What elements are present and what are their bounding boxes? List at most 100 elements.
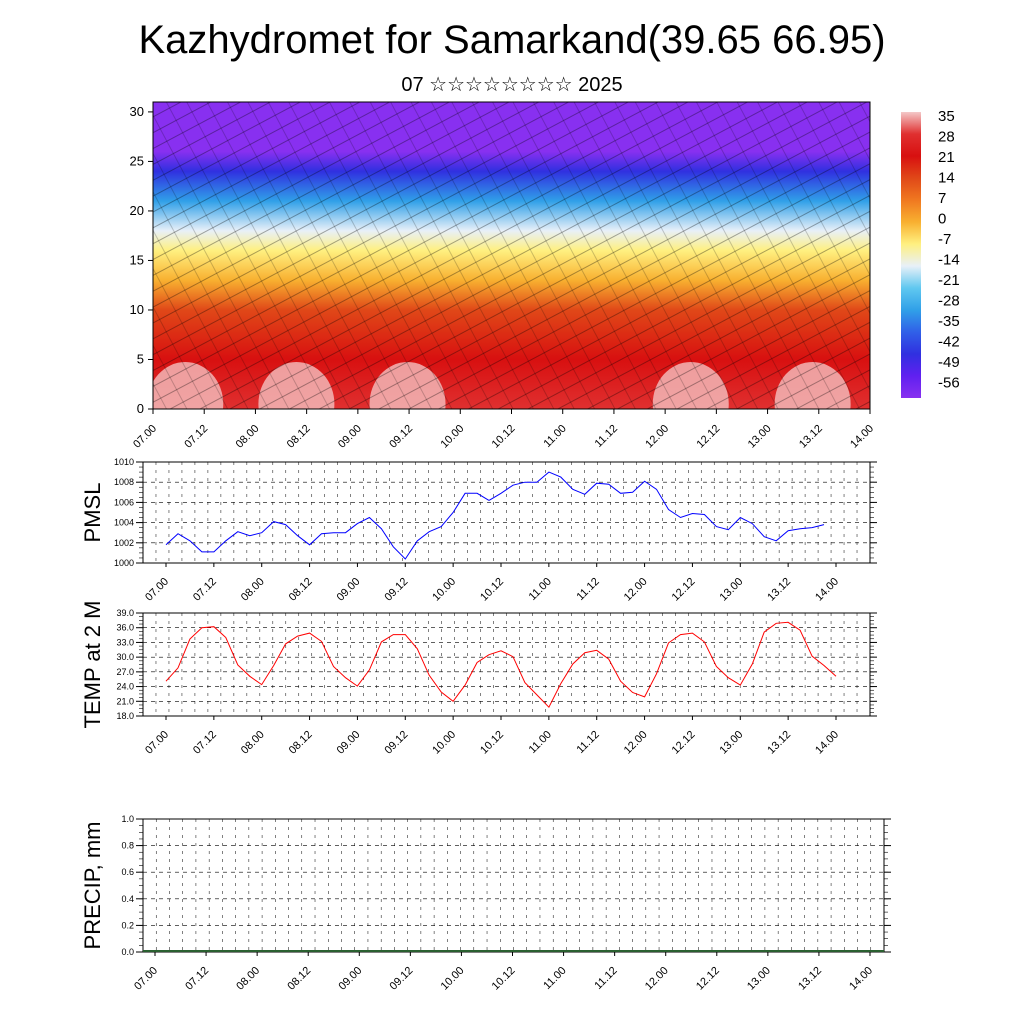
x-tick-label: 08.00 xyxy=(234,965,262,993)
y-tick-label: 1002 xyxy=(114,538,134,548)
x-tick-label: 09.00 xyxy=(335,576,363,604)
y-tick-label: 5 xyxy=(137,351,144,366)
y-tick-label: 21.0 xyxy=(116,696,134,706)
pmsl-series-line xyxy=(165,492,490,560)
x-tick-label: 08.00 xyxy=(239,576,267,604)
x-tick-label: 12.12 xyxy=(694,965,722,993)
x-tick-label: 08.00 xyxy=(234,423,262,451)
pmsl-series-line-cont xyxy=(488,471,825,542)
y-tick-label: 1000 xyxy=(114,558,134,568)
y-axis-label: PRECIP, mm xyxy=(80,822,105,950)
y-tick-label: 24.0 xyxy=(116,682,134,692)
x-tick-label: 13.00 xyxy=(746,423,774,451)
x-tick-label: 13.12 xyxy=(797,423,825,451)
x-tick-label: 13.12 xyxy=(796,965,824,993)
x-tick-label: 09.12 xyxy=(387,423,415,451)
y-tick-label: 1010 xyxy=(114,457,134,467)
y-tick-label: 20 xyxy=(130,203,144,218)
x-tick-label: 09.00 xyxy=(335,729,363,757)
x-tick-label: 08.00 xyxy=(239,729,267,757)
x-tick-label: 10.12 xyxy=(478,729,506,757)
colorbar-label: 14 xyxy=(938,170,955,187)
y-axis-label: PMSL xyxy=(80,483,105,543)
x-tick-label: 07.00 xyxy=(143,576,171,604)
y-tick-label: 30 xyxy=(130,104,144,119)
x-tick-label: 11.00 xyxy=(541,423,568,450)
x-tick-label: 10.00 xyxy=(430,729,458,757)
colorbar-label: 21 xyxy=(938,149,955,166)
x-tick-label: 12.12 xyxy=(670,576,698,604)
x-tick-label: 07.12 xyxy=(191,729,219,757)
y-tick-label: 30.0 xyxy=(116,652,134,662)
temperature-colorbar: 35 28 21 14 7 0 -7 -14 -21 -28 -35 -42 -49 -56 xyxy=(901,108,960,398)
x-tick-label: 12.00 xyxy=(622,729,650,757)
x-tick-label: 10.00 xyxy=(430,576,458,604)
colorbar-label: 0 xyxy=(938,211,946,228)
y-tick-label: 10 xyxy=(130,302,144,317)
x-tick-label: 13.00 xyxy=(745,965,773,993)
x-tick-label: 07.00 xyxy=(131,423,159,451)
y-tick-label: 1.0 xyxy=(121,814,134,824)
y-tick-label: 27.0 xyxy=(116,667,134,677)
y-tick-label: 25 xyxy=(130,153,144,168)
y-tick-label: 1004 xyxy=(114,518,134,528)
colorbar-label: 35 xyxy=(938,108,955,125)
temp2m-panel: 18.0 21.0 24.0 27.0 30.0 33.0 36.0 39.0 07.00 07.… xyxy=(80,601,877,757)
x-tick-label: 14.00 xyxy=(847,965,875,993)
x-tick-label: 12.00 xyxy=(622,576,650,604)
y-tick-label: 39.0 xyxy=(116,608,134,618)
x-tick-label: 14.00 xyxy=(813,576,841,604)
x-tick-label: 11.00 xyxy=(541,965,568,992)
colorbar-label: -21 xyxy=(938,272,960,289)
x-tick-label: 07.00 xyxy=(143,729,171,757)
x-tick-label: 10.12 xyxy=(490,423,518,451)
x-tick-label: 12.12 xyxy=(670,729,698,757)
x-tick-label: 11.12 xyxy=(574,729,601,756)
x-tick-label: 09.00 xyxy=(336,423,364,451)
x-tick-label: 08.12 xyxy=(287,576,315,604)
colorbar-label: -28 xyxy=(938,293,960,310)
colorbar-gradient xyxy=(901,112,921,398)
x-tick-label: 10.00 xyxy=(439,965,467,993)
y-tick-label: 0.6 xyxy=(121,867,134,877)
y-tick-label: 1006 xyxy=(114,497,134,507)
temp-series-line-cont xyxy=(488,621,837,709)
x-tick-label: 10.12 xyxy=(490,965,518,993)
x-tick-label: 07.12 xyxy=(191,576,219,604)
x-tick-label: 13.12 xyxy=(765,576,793,604)
x-tick-label: 13.00 xyxy=(717,729,745,757)
colorbar-label: -49 xyxy=(938,354,960,371)
x-tick-label: 11.00 xyxy=(527,576,554,603)
x-tick-label: 14.00 xyxy=(813,729,841,757)
temperature-height-section: 0 5 10 15 20 25 30 07.00 07.12 08.00 08.12 09.00 09… xyxy=(130,101,876,451)
x-tick-label: 13.12 xyxy=(765,729,793,757)
y-tick-label: 0 xyxy=(137,401,144,416)
wind-vector-field-secondary xyxy=(153,102,870,409)
chart-title: Kazhydromet for Samarkand(39.65 66.95) xyxy=(138,18,886,62)
x-tick-label: 07.00 xyxy=(132,965,160,993)
x-tick-label: 08.12 xyxy=(287,729,315,757)
x-tick-label: 09.12 xyxy=(382,576,410,604)
panel-frame xyxy=(142,612,871,717)
x-tick-label: 11.12 xyxy=(592,965,619,992)
colorbar-label: -35 xyxy=(938,313,960,330)
temp-series-line xyxy=(165,626,490,703)
x-tick-label: 09.12 xyxy=(382,729,410,757)
y-tick-label: 1008 xyxy=(114,477,134,487)
colorbar-label: 28 xyxy=(938,129,955,146)
x-tick-label: 14.00 xyxy=(848,423,876,451)
colorbar-label: -7 xyxy=(938,231,951,248)
y-tick-label: 15 xyxy=(130,252,144,267)
colorbar-label: -42 xyxy=(938,334,960,351)
y-tick-label: 0.0 xyxy=(121,947,134,957)
y-tick-label: 0.2 xyxy=(121,920,134,930)
x-tick-label: 09.00 xyxy=(336,965,364,993)
x-tick-label: 08.12 xyxy=(285,423,313,451)
x-tick-label: 13.00 xyxy=(717,576,745,604)
x-tick-label: 09.12 xyxy=(388,965,416,993)
y-tick-label: 33.0 xyxy=(116,637,134,647)
precip-panel: 0.0 0.2 0.4 0.6 0.8 1.0 07.00 07.12 08.00 08.12 09… xyxy=(80,814,891,993)
colorbar-label: -56 xyxy=(938,375,960,392)
x-tick-label: 12.00 xyxy=(643,423,671,451)
